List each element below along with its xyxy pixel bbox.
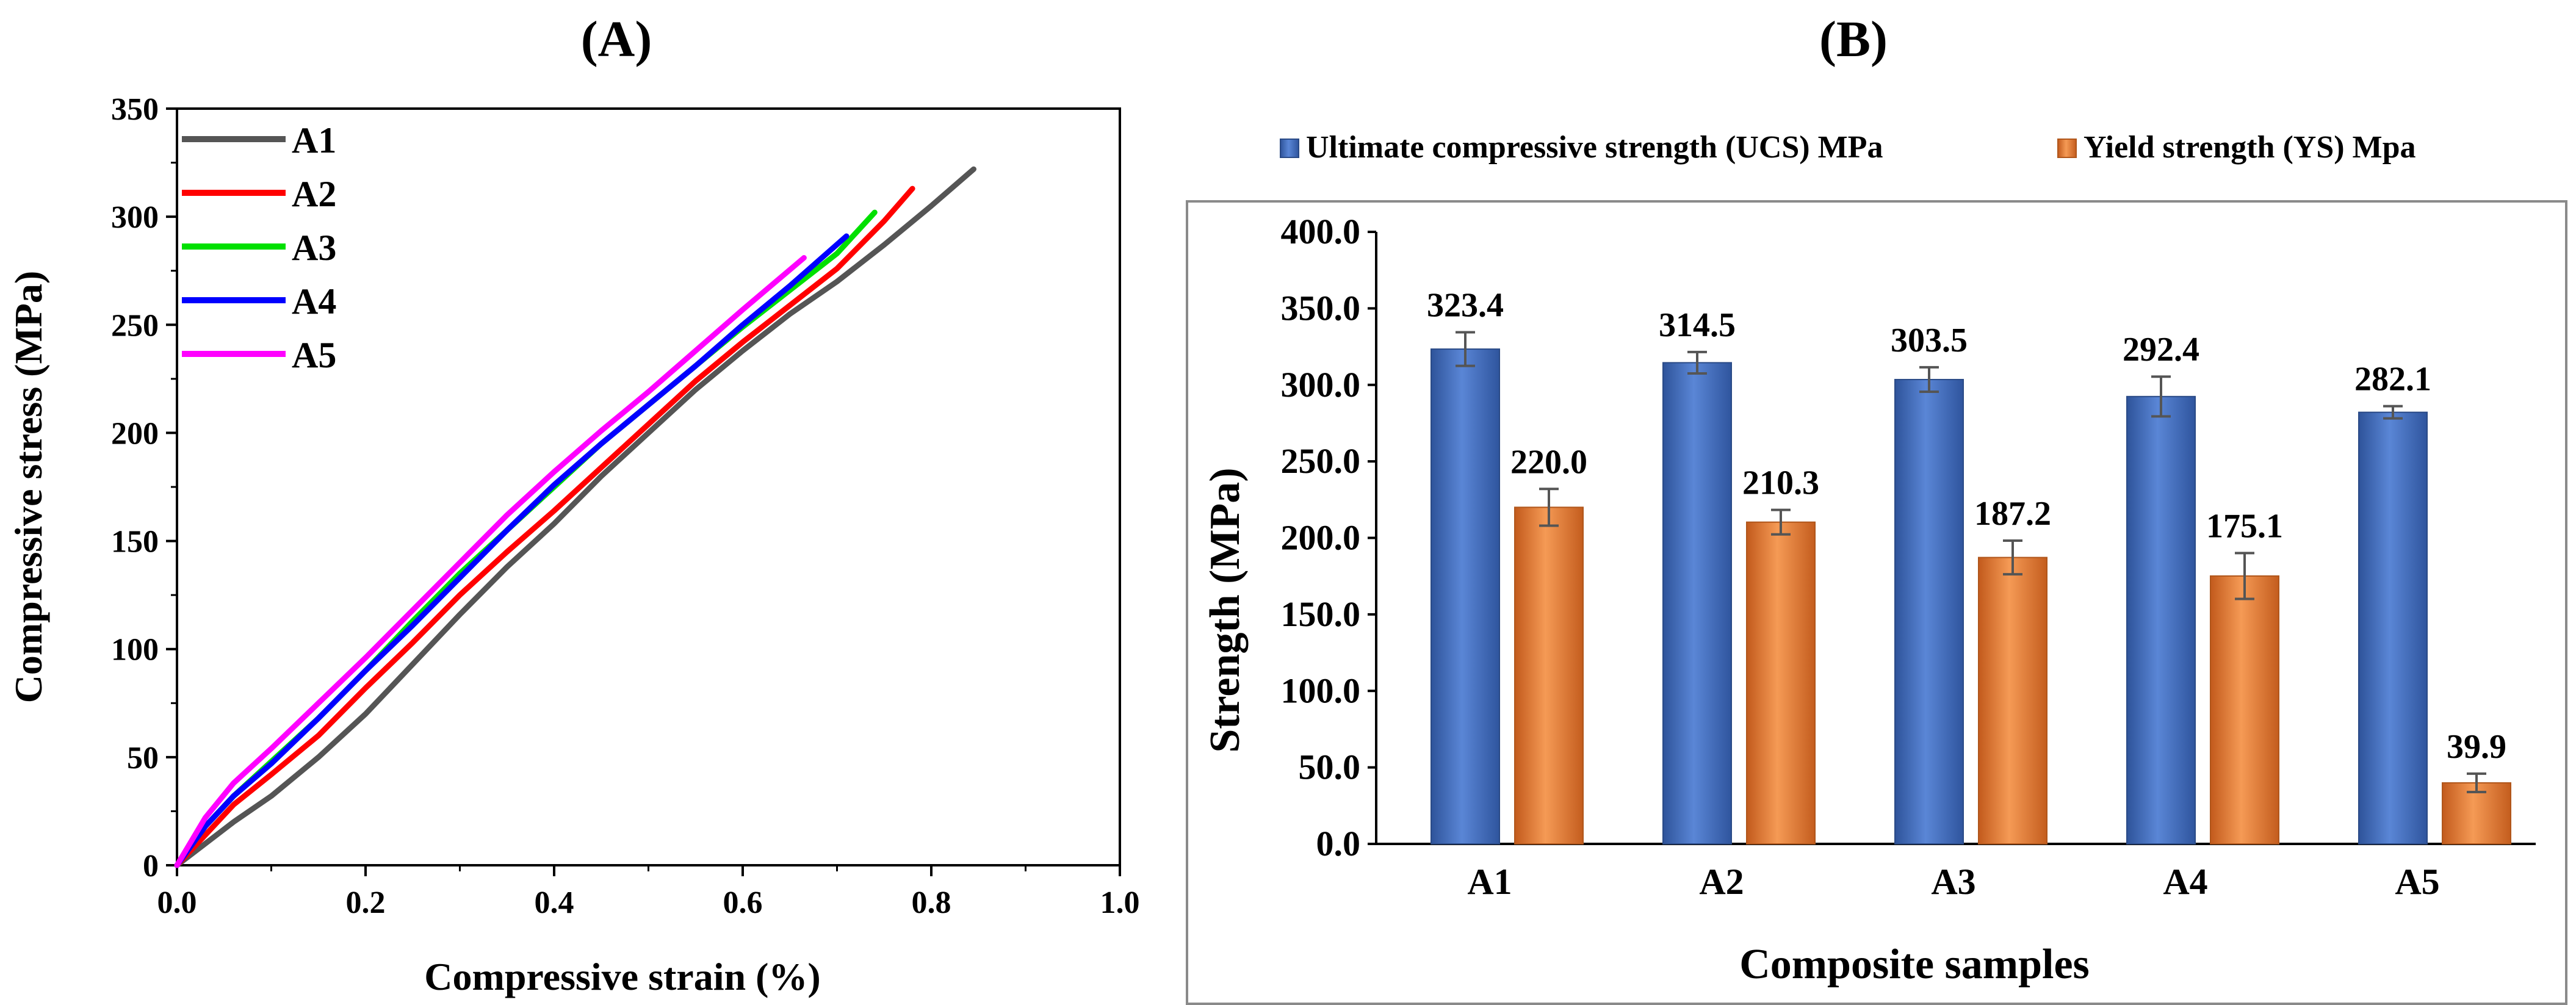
y-tick-label: 0.0 xyxy=(1316,824,1361,863)
category-label-a1: A1 xyxy=(1467,862,1512,902)
chart-frame xyxy=(1186,200,2567,1005)
y-tick-label: 300 xyxy=(111,200,159,235)
x-tick-label: 0.6 xyxy=(723,885,763,920)
data-label-ucs-a4: 292.4 xyxy=(2123,331,2199,369)
y-axis-title: Strength (MPa) xyxy=(1202,467,1249,752)
y-tick-label: 350 xyxy=(111,92,159,127)
x-axis-title: Composite samples xyxy=(1739,941,2090,988)
y-tick-label: 250 xyxy=(111,308,159,343)
data-label-ys-a1: 220.0 xyxy=(1510,443,1587,481)
data-label-ucs-a1: 323.4 xyxy=(1427,286,1504,324)
y-tick-label: 100 xyxy=(111,633,159,668)
bar-ucs-a2 xyxy=(1662,362,1732,845)
legend-swatch-ucs xyxy=(1280,139,1299,158)
y-tick-label: 250.0 xyxy=(1281,441,1361,481)
y-axis-title: Compressive stress (MPa) xyxy=(7,271,50,704)
y-tick-label: 0 xyxy=(143,849,159,884)
data-label-ys-a3: 187.2 xyxy=(1974,495,2051,533)
series-line-a1 xyxy=(174,166,976,868)
legend-label-a1: A1 xyxy=(292,120,336,160)
y-tick-label: 100.0 xyxy=(1281,671,1361,710)
bar-ucs-a4 xyxy=(2126,395,2196,845)
panel-label-a: (A) xyxy=(581,11,652,68)
category-label-a4: A4 xyxy=(2163,862,2207,902)
panel-label-b: (B) xyxy=(1819,11,1888,68)
data-label-ys-a2: 210.3 xyxy=(1742,464,1819,502)
x-tick-label: 0.4 xyxy=(535,885,574,920)
series-line-a2 xyxy=(174,186,915,868)
data-label-ys-a4: 175.1 xyxy=(2206,507,2283,545)
legend-label-a5: A5 xyxy=(292,335,336,375)
category-label-a2: A2 xyxy=(1699,862,1744,902)
stress-strain-chart: 0.0 0.2 0.4 0.6 0.8 1.0050100150200250300350 … xyxy=(7,92,1140,998)
y-tick-label: 50.0 xyxy=(1299,747,1361,787)
bar-ys-a4 xyxy=(2210,575,2279,845)
series-line-a4 xyxy=(174,233,850,868)
category-label-a5: A5 xyxy=(2395,862,2439,902)
category-label-a3: A3 xyxy=(1931,862,1975,902)
legend-label-ys: Yield strength (YS) Mpa xyxy=(2084,130,2416,165)
series-line-a5 xyxy=(174,255,807,868)
data-label-ucs-a3: 303.5 xyxy=(1891,322,1968,359)
y-tick-label: 200.0 xyxy=(1281,518,1361,558)
plot-frame xyxy=(176,107,1121,866)
strength-bar-chart: Ultimate compressive strength (UCS) MPa Y… xyxy=(1186,130,2567,1005)
x-axis-title: Compressive strain (%) xyxy=(424,955,820,998)
data-label-ucs-a2: 314.5 xyxy=(1659,306,1736,344)
y-tick-label: 150.0 xyxy=(1281,594,1361,634)
legend-label-ucs: Ultimate compressive strength (UCS) MPa xyxy=(1306,130,1883,165)
x-tick-label: 1.0 xyxy=(1100,885,1140,920)
y-tick-label: 150 xyxy=(111,525,159,560)
bar-ucs-a1 xyxy=(1431,348,1500,845)
y-tick-label: 300.0 xyxy=(1281,365,1361,405)
y-tick-label: 400.0 xyxy=(1281,212,1361,251)
bar-ys-a1 xyxy=(1514,506,1584,845)
y-tick-label: 200 xyxy=(111,416,159,451)
legend-label-a4: A4 xyxy=(292,281,336,322)
legend-label-a3: A3 xyxy=(292,228,336,268)
y-tick-label: 50 xyxy=(127,741,159,776)
legend-swatch-ys xyxy=(2057,139,2077,158)
data-label-ucs-a5: 282.1 xyxy=(2354,361,2431,398)
x-tick-label: 0.2 xyxy=(346,885,386,920)
bar-ucs-a5 xyxy=(2358,411,2428,845)
data-label-ys-a5: 39.9 xyxy=(2447,728,2506,766)
bar-ys-a3 xyxy=(1978,557,2047,845)
x-tick-label: 0.8 xyxy=(912,885,951,920)
y-tick-label: 350.0 xyxy=(1281,288,1361,328)
bar-ys-a2 xyxy=(1746,521,1816,845)
bar-ucs-a3 xyxy=(1894,378,1964,845)
x-tick-label: 0.0 xyxy=(157,885,197,920)
legend-label-a2: A2 xyxy=(292,174,336,214)
